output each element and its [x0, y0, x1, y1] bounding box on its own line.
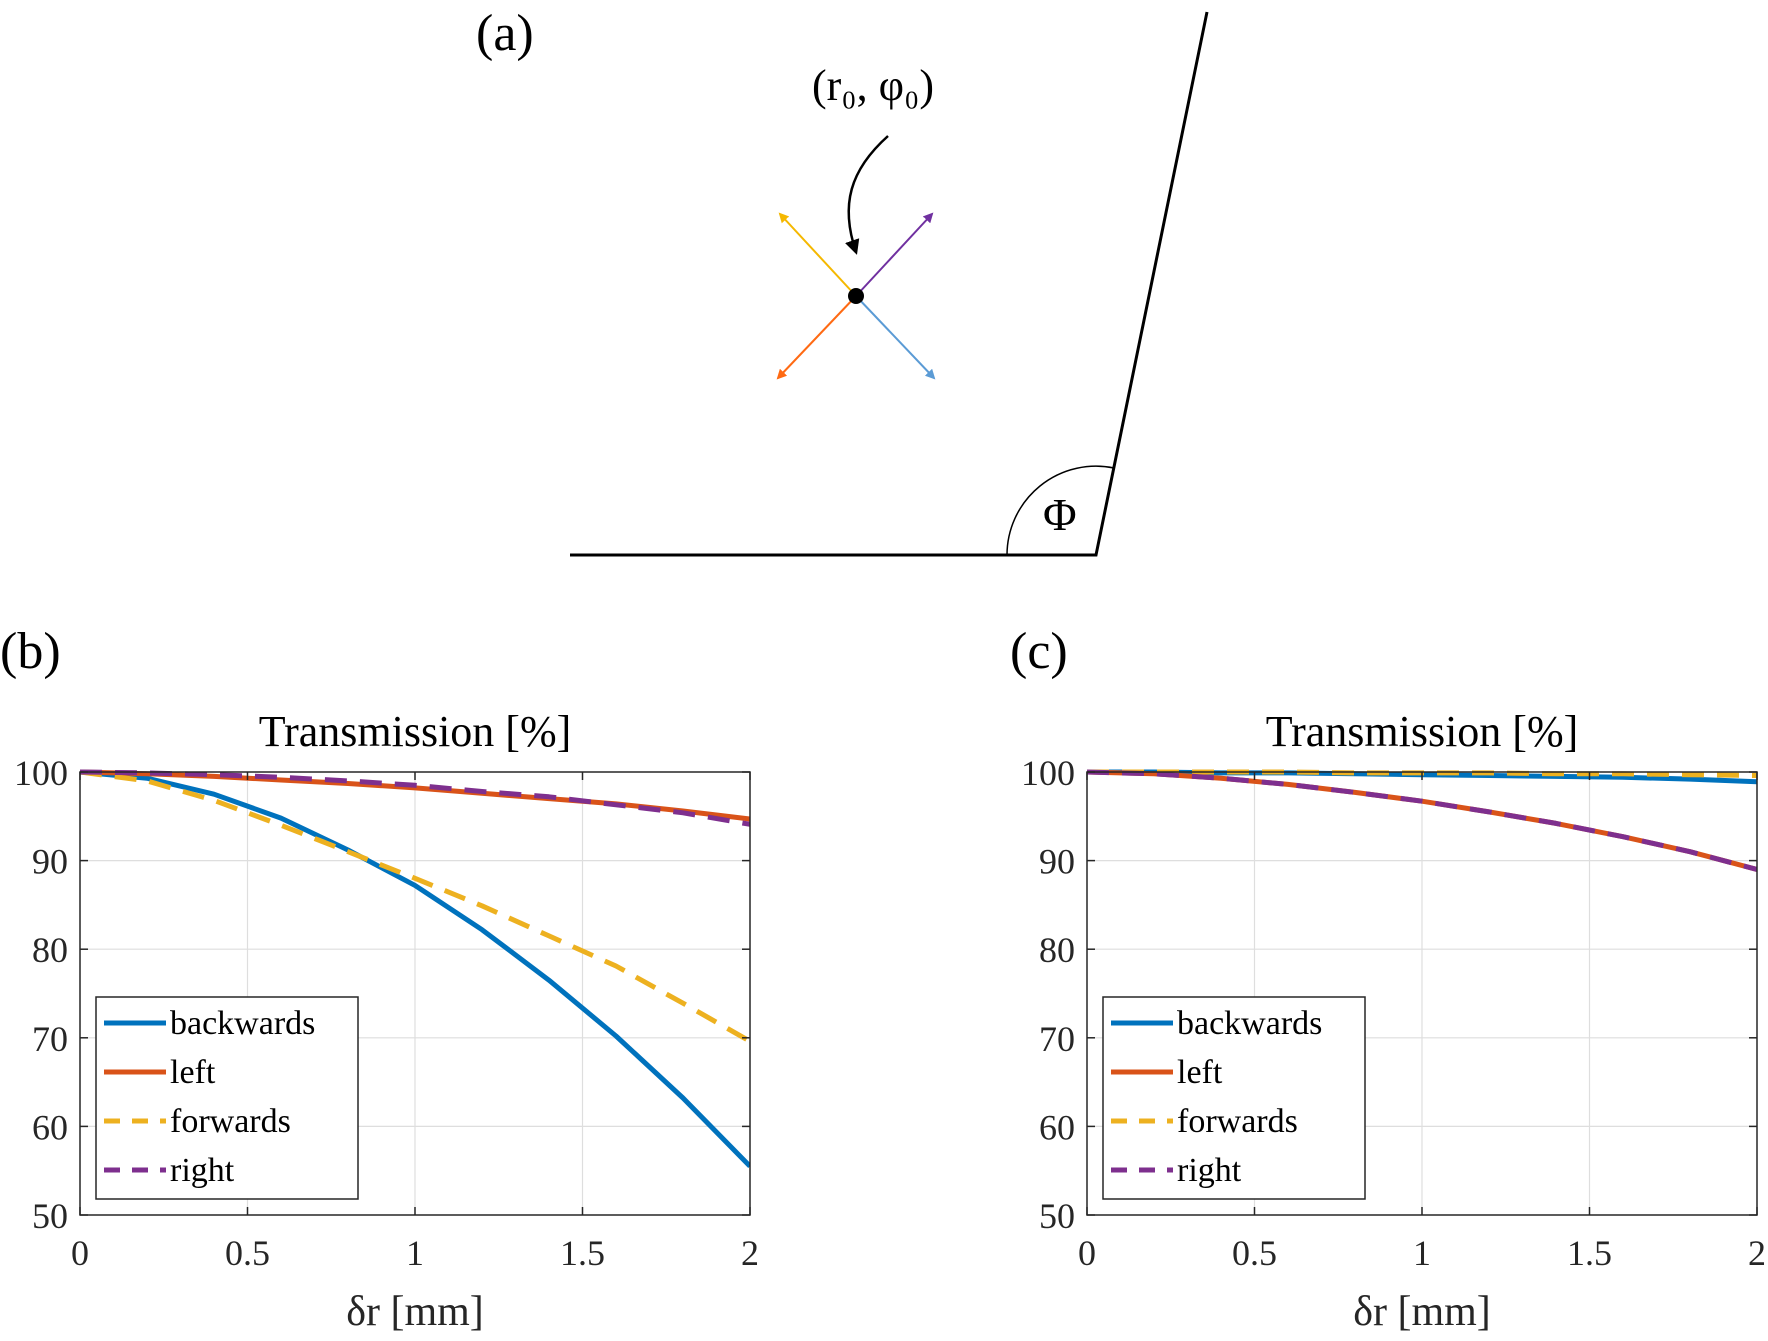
series-line-backwards: [80, 769, 750, 1169]
panel-a-label: (a): [476, 5, 534, 62]
point-label: (r₀, φ₀): [812, 61, 934, 110]
series-line-right: [1087, 769, 1757, 872]
legend-box: [95, 996, 359, 1200]
series-group: [80, 769, 750, 1169]
x-tick-label: 0.5: [225, 1233, 270, 1273]
y-tick-label: 50: [1039, 1196, 1075, 1236]
legend-entry-backwards: backwards: [170, 1005, 315, 1042]
arrow-right: [855, 212, 934, 297]
legend-entry-forwards: forwards: [170, 1103, 291, 1140]
x-tick-label: 1.5: [560, 1233, 605, 1273]
x-axis-label: δr [mm]: [346, 1289, 484, 1335]
x-tick-label: 1.5: [1567, 1233, 1612, 1273]
chart-c: 0 0.5 1 1.5 2 50 60 70 80 90 100 Transmission [%] δr…: [1021, 707, 1766, 1335]
chart-b: 0 0.5 1 1.5 2 50 60 70 80 90 100 Transmission [%] δr…: [14, 707, 759, 1335]
panel-c-label: (c): [1010, 623, 1068, 680]
angle-label: Φ: [1043, 489, 1077, 540]
series-line-forwards: [80, 769, 750, 1044]
legend-entry-left: left: [1177, 1054, 1223, 1091]
x-tick-label: 1: [1413, 1233, 1431, 1273]
y-tick-label: 60: [1039, 1107, 1075, 1147]
legend-entry-right: right: [170, 1152, 235, 1189]
x-tick-label: 0.5: [1232, 1233, 1277, 1273]
chart-title: Transmission [%]: [1266, 707, 1579, 756]
point-marker: [848, 288, 864, 304]
y-tick-label: 100: [14, 753, 68, 793]
legend-entry-right: right: [1177, 1152, 1242, 1189]
y-tick-label: 80: [1039, 930, 1075, 970]
angle-arc: [1006, 465, 1115, 556]
legend-entry-forwards: forwards: [1177, 1103, 1298, 1140]
series-line-right: [80, 769, 750, 827]
y-tick-label: 80: [32, 930, 68, 970]
x-tick-label: 1: [406, 1233, 424, 1273]
y-tick-label: 70: [32, 1019, 68, 1059]
x-tick-label: 2: [741, 1233, 759, 1273]
y-tick-label: 50: [32, 1196, 68, 1236]
x-tick-label: 2: [1748, 1233, 1766, 1273]
x-tick-label: 0: [1078, 1233, 1096, 1273]
legend-box: [1102, 996, 1366, 1200]
y-tick-label: 100: [1021, 753, 1075, 793]
y-tick-label: 90: [1039, 842, 1075, 882]
y-tick-label: 70: [1039, 1019, 1075, 1059]
x-tick-label: 0: [71, 1233, 89, 1273]
arrow-backwards: [855, 295, 936, 380]
x-axis-label: δr [mm]: [1353, 1289, 1491, 1335]
chart-title: Transmission [%]: [259, 707, 572, 756]
legend-entry-left: left: [170, 1054, 216, 1091]
arrow-left: [776, 295, 857, 380]
pointer-arrow: [845, 135, 889, 255]
arrow-forwards: [778, 212, 857, 297]
legend-entry-backwards: backwards: [1177, 1005, 1322, 1042]
y-tick-label: 60: [32, 1107, 68, 1147]
panel-a: (a) (r₀, φ₀) Φ: [476, 5, 1209, 557]
panel-b-label: (b): [0, 623, 61, 680]
y-tick-label: 90: [32, 842, 68, 882]
wedge-boundary: [570, 11, 1209, 557]
